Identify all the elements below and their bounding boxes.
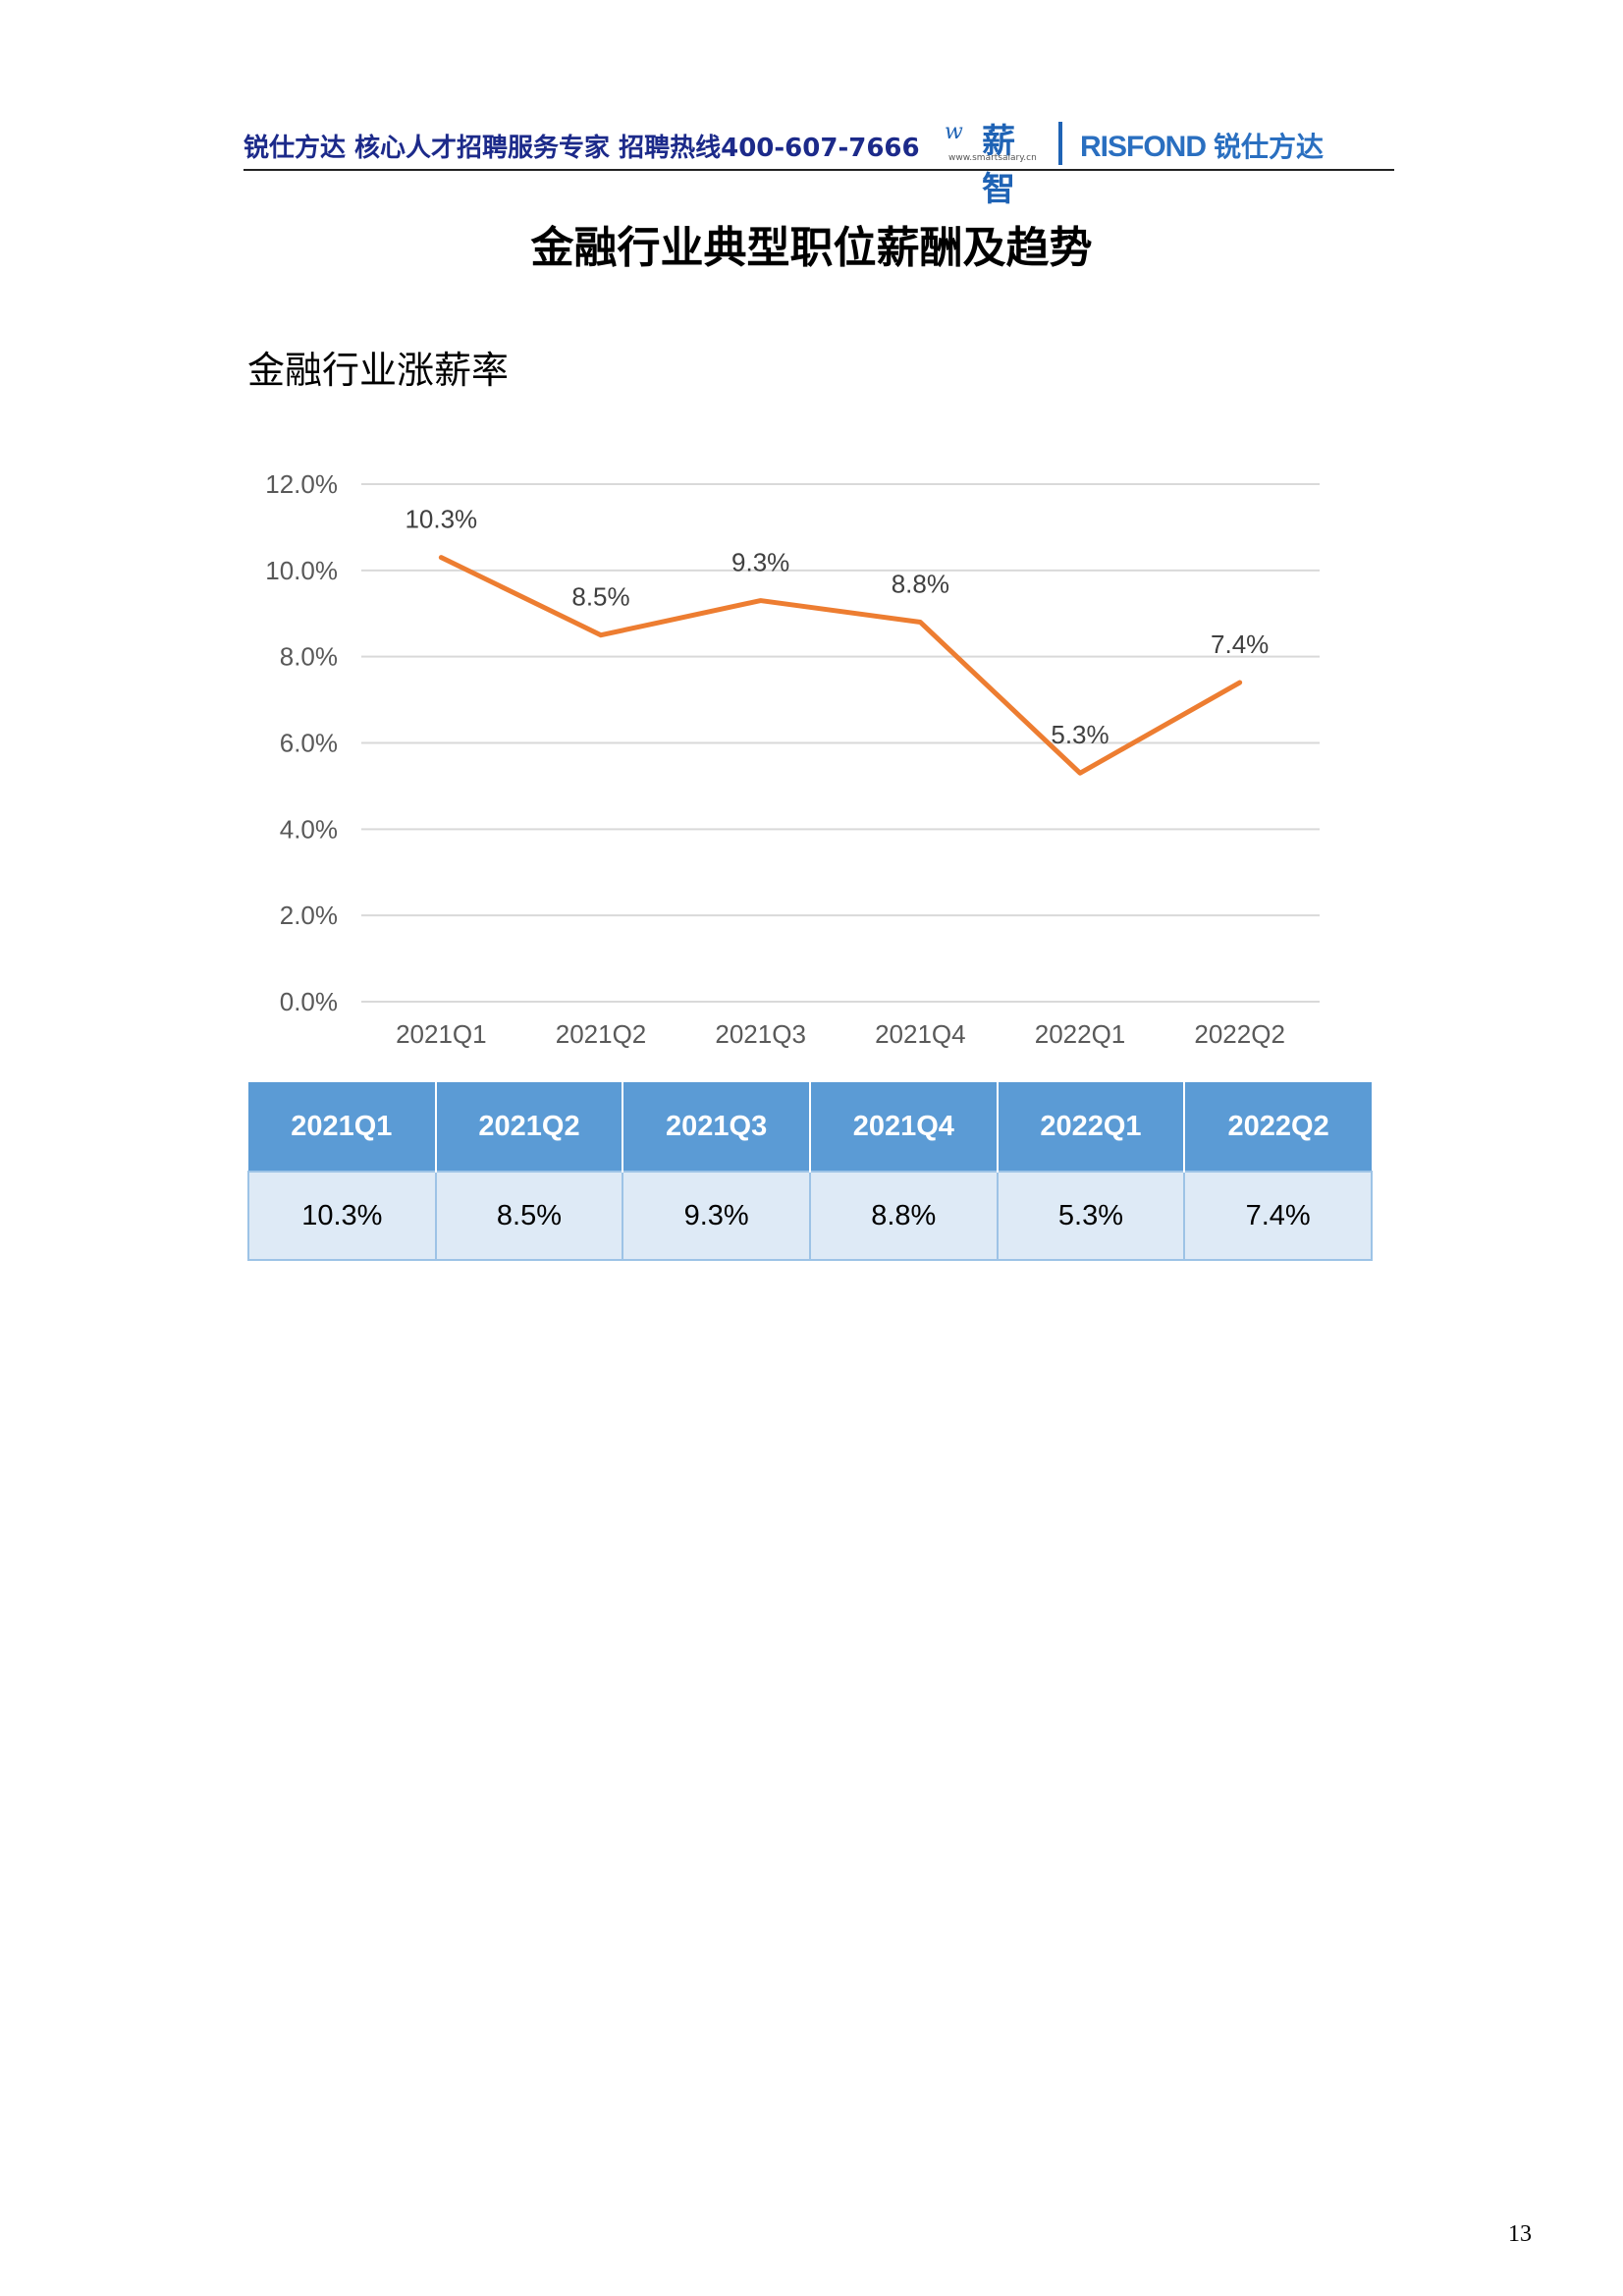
data-label: 7.4% [1211, 629, 1269, 659]
data-table: 2021Q1 2021Q2 2021Q3 2021Q4 2022Q1 2022Q… [247, 1082, 1373, 1261]
data-label: 8.5% [571, 582, 629, 612]
logo-divider [1058, 122, 1062, 165]
chart-series-line [438, 555, 1243, 776]
data-label: 10.3% [405, 505, 477, 534]
y-tick-label: 10.0% [265, 556, 338, 585]
x-tick-label: 2021Q4 [875, 1019, 966, 1049]
x-tick-label: 2021Q3 [715, 1019, 806, 1049]
y-tick-label: 2.0% [280, 901, 338, 930]
data-label: 5.3% [1051, 720, 1109, 749]
xinzhi-logo-url: www.smartsalary.cn [948, 153, 1037, 163]
table-header-cell: 2021Q2 [435, 1082, 624, 1172]
header-rule [243, 169, 1394, 171]
header-tagline: 锐仕方达 核心人才招聘服务专家 招聘热线400-607-7666 [243, 134, 920, 163]
chart-y-axis: 0.0% 2.0% 4.0% 6.0% 8.0% 10.0% 12.0% [265, 469, 338, 1016]
table-cell: 8.5% [434, 1171, 624, 1261]
xinzhi-logo: w 薪智 www.smartsalary.cn [945, 114, 1047, 209]
data-label: 8.8% [892, 570, 949, 599]
table-cell: 10.3% [247, 1171, 437, 1261]
x-tick-label: 2021Q1 [396, 1019, 487, 1049]
x-tick-label: 2022Q1 [1035, 1019, 1126, 1049]
risfond-logo-en: RISFOND [1080, 131, 1207, 163]
page-number: 13 [1508, 2221, 1532, 2247]
wave-icon: w [945, 120, 963, 144]
risfond-logo-cn: 锐仕方达 [1214, 131, 1325, 163]
chart-x-axis: 2021Q1 2021Q2 2021Q3 2021Q4 2022Q1 2022Q2 [396, 1019, 1285, 1049]
page-title: 金融行业典型职位薪酬及趋势 [530, 223, 1093, 273]
table-cell: 5.3% [996, 1171, 1186, 1261]
y-tick-label: 12.0% [265, 469, 338, 499]
y-tick-label: 8.0% [280, 642, 338, 672]
table-header-cell: 2022Q1 [997, 1082, 1186, 1172]
line-chart: 0.0%2.0%4.0%6.0%8.0%10.0%12.0% 2021Q1 202… [265, 469, 1320, 1049]
x-tick-label: 2022Q2 [1194, 1019, 1285, 1049]
table-cell: 9.3% [622, 1171, 811, 1261]
page-header: 锐仕方达 核心人才招聘服务专家 招聘热线400-607-7666 [243, 116, 1392, 173]
chart-title: 金融行业涨薪率 [247, 349, 510, 392]
table-cell: 7.4% [1183, 1171, 1373, 1261]
table-header-cell: 2021Q1 [248, 1082, 437, 1172]
y-tick-label: 0.0% [280, 987, 338, 1016]
data-label: 9.3% [731, 548, 789, 577]
chart-data-labels: 10.3% 8.5% 9.3% 8.8% 5.3% 7.4% [405, 505, 1269, 750]
y-tick-label: 6.0% [280, 729, 338, 758]
y-tick-label: 4.0% [280, 814, 338, 844]
xinzhi-logo-text: 薪智 [982, 122, 1015, 209]
table-header-row: 2021Q1 2021Q2 2021Q3 2021Q4 2022Q1 2022Q… [248, 1082, 1372, 1172]
table-header-cell: 2022Q2 [1184, 1082, 1372, 1172]
table-cell: 8.8% [808, 1171, 999, 1261]
table-header-cell: 2021Q3 [622, 1082, 811, 1172]
table-header-cell: 2021Q4 [809, 1082, 999, 1172]
x-tick-label: 2021Q2 [556, 1019, 647, 1049]
risfond-logo: RISFOND 锐仕方达 [1080, 126, 1324, 165]
table-row: 10.3% 8.5% 9.3% 8.8% 5.3% 7.4% [247, 1171, 1373, 1261]
chart-gridlines [361, 483, 1320, 1003]
